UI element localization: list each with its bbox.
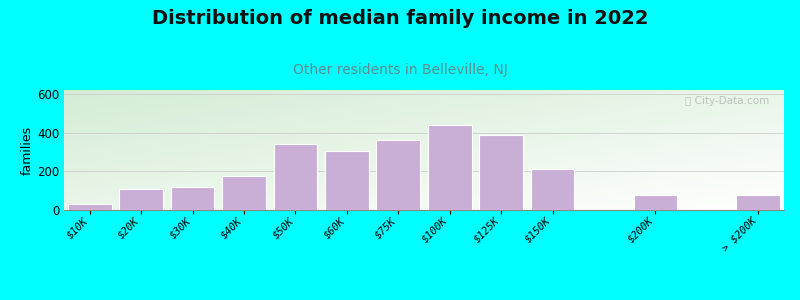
- Bar: [634, 194, 678, 210]
- Bar: [274, 144, 318, 210]
- Bar: [479, 134, 523, 210]
- Y-axis label: families: families: [21, 125, 34, 175]
- Bar: [119, 189, 163, 210]
- Bar: [737, 196, 780, 210]
- Text: Distribution of median family income in 2022: Distribution of median family income in …: [152, 9, 648, 28]
- Text: ⓘ City-Data.com: ⓘ City-Data.com: [686, 96, 770, 106]
- Text: Other residents in Belleville, NJ: Other residents in Belleville, NJ: [293, 63, 507, 77]
- Bar: [377, 140, 420, 210]
- Bar: [428, 125, 471, 210]
- Bar: [222, 176, 266, 210]
- Bar: [530, 169, 574, 210]
- Bar: [325, 151, 369, 210]
- Bar: [170, 187, 214, 210]
- Bar: [68, 204, 111, 210]
